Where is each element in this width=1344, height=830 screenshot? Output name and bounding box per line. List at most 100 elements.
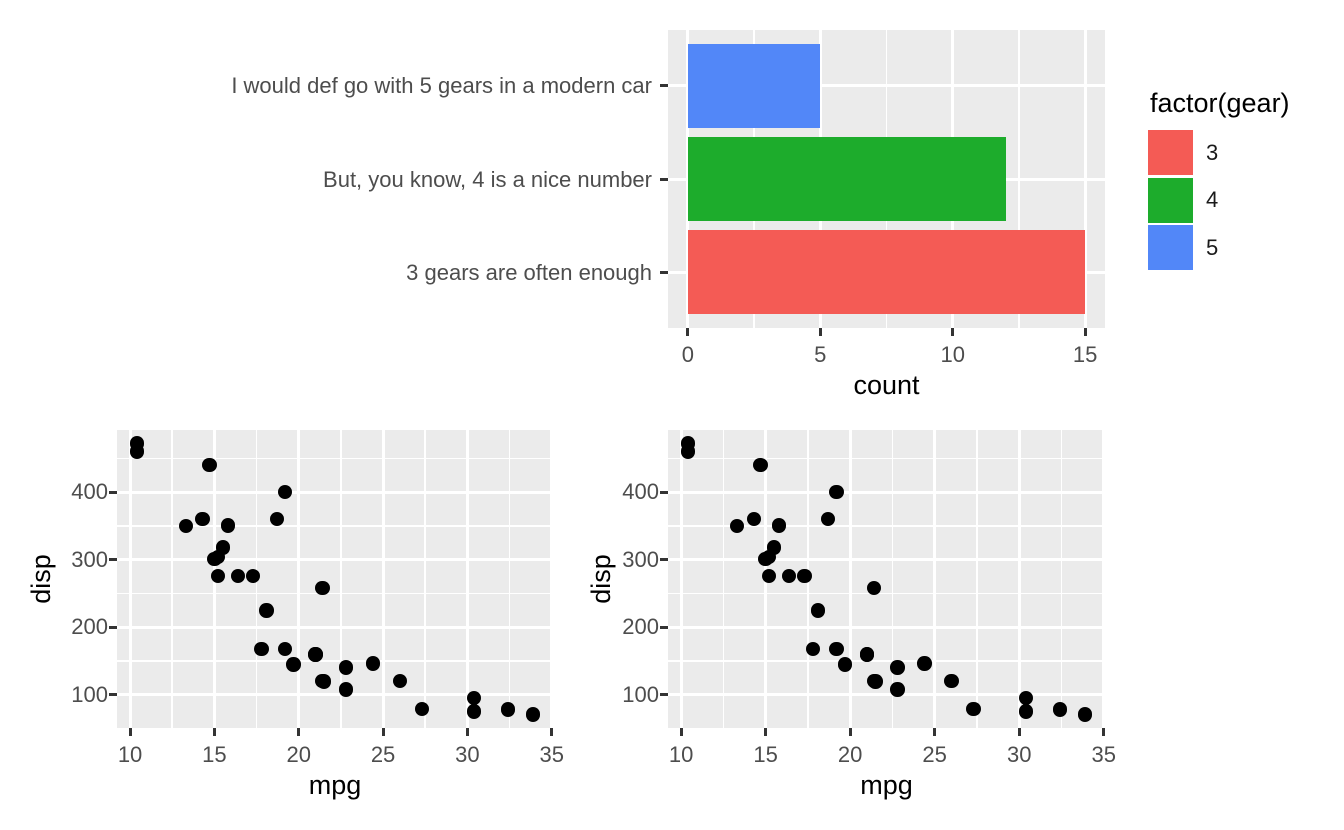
y-tick-mark <box>660 625 668 629</box>
y-tick-mark <box>660 693 668 697</box>
x-tick-mark <box>550 728 554 736</box>
gridline-major <box>550 430 554 728</box>
scatter-point <box>308 647 323 662</box>
x-tick-mark <box>1083 328 1087 336</box>
y-tick-label: 100 <box>622 681 659 707</box>
gridline-major <box>668 693 1105 697</box>
y-tick-mark <box>660 270 668 274</box>
x-tick-mark <box>848 728 852 736</box>
y-tick-mark <box>109 693 117 697</box>
scatter-point <box>829 642 844 657</box>
scatter-point <box>966 701 981 717</box>
gridline-minor <box>424 430 426 728</box>
gridline-minor <box>668 457 1105 460</box>
x-tick-label: 10 <box>668 742 694 767</box>
x-tick-label: 10 <box>940 342 965 367</box>
x-tick-label: 0 <box>681 342 694 367</box>
y-tick-mark <box>660 177 668 181</box>
gridline-major <box>668 558 1105 562</box>
gridline-major <box>117 625 553 629</box>
scatter-point <box>890 682 905 697</box>
gridline-minor <box>722 430 725 728</box>
y-tick-mark <box>109 490 117 494</box>
x-axis-title: count <box>853 370 920 400</box>
scatter-point <box>278 642 293 657</box>
scatter-point <box>245 568 261 584</box>
gridline-major <box>668 490 1105 494</box>
gridline-minor <box>171 430 173 728</box>
scatter-point <box>365 656 381 671</box>
scatter-point <box>338 660 354 675</box>
x-tick-label: 5 <box>814 342 827 367</box>
category-label: 3 gears are often enough <box>406 259 652 285</box>
x-tick-mark <box>686 328 690 336</box>
y-tick-label: 100 <box>71 681 108 707</box>
x-tick-mark <box>297 728 301 736</box>
scatter-point <box>338 682 354 697</box>
bar-gear-3 <box>687 230 1086 315</box>
y-tick-label: 400 <box>71 479 108 505</box>
x-tick-label: 20 <box>286 742 311 767</box>
scatter-point <box>466 691 482 706</box>
x-tick-label: 20 <box>837 742 863 767</box>
category-label: But, you know, 4 is a nice number <box>323 166 652 192</box>
scatter-point <box>944 674 959 689</box>
gridline-major <box>679 430 683 728</box>
y-tick-mark <box>109 625 117 629</box>
legend-title: factor(gear) <box>1150 88 1290 118</box>
y-tick-label: 200 <box>71 614 108 640</box>
scatter-point <box>782 568 797 584</box>
legend-swatch-gear-5 <box>1148 225 1193 270</box>
x-tick-label: 25 <box>370 742 396 767</box>
scatter-point <box>805 642 821 657</box>
gridline-minor <box>117 660 553 662</box>
gridline-minor <box>117 457 553 460</box>
x-tick-mark <box>951 328 955 336</box>
gridline-minor <box>1060 430 1063 728</box>
scatter-point <box>890 660 905 675</box>
gridline-major <box>668 625 1105 629</box>
x-tick-mark <box>1017 728 1021 736</box>
scatter-point <box>207 551 222 567</box>
scatter-point <box>1018 704 1034 719</box>
x-tick-mark <box>465 728 469 736</box>
scatter-point <box>392 674 408 689</box>
scatter-point <box>230 568 246 584</box>
x-tick-label: 35 <box>1091 742 1116 767</box>
scatter-point <box>829 484 844 500</box>
scatter-point <box>259 603 274 618</box>
scatter-point <box>254 642 269 657</box>
legend-swatch-gear-3 <box>1148 130 1193 175</box>
x-tick-mark <box>381 728 385 736</box>
scatter-point <box>1052 702 1067 717</box>
scatter-point <box>210 568 225 584</box>
gridline-minor <box>668 592 1105 595</box>
x-tick-mark <box>1102 728 1106 736</box>
scatter-point <box>202 457 217 473</box>
x-tick-label: 30 <box>1006 742 1032 767</box>
scatter-point <box>269 512 284 527</box>
scatter-point <box>1077 707 1093 722</box>
y-tick-label: 400 <box>622 479 659 505</box>
x-tick-label: 30 <box>455 742 480 767</box>
gridline-major <box>117 558 553 562</box>
scatter-point <box>810 603 826 618</box>
gridline-major <box>297 430 301 728</box>
x-tick-mark <box>679 728 683 736</box>
scatter-point <box>414 701 430 717</box>
x-tick-mark <box>128 728 132 736</box>
x-tick-label: 35 <box>539 742 564 767</box>
x-tick-mark <box>764 728 768 736</box>
gridline-major <box>933 430 937 728</box>
gridline-minor <box>508 430 511 728</box>
gridline-minor <box>891 430 894 728</box>
y-tick-label: 300 <box>622 546 659 572</box>
scatter-point <box>220 518 236 533</box>
scatter-point <box>466 704 482 719</box>
x-tick-label: 15 <box>753 742 778 767</box>
x-tick-label: 15 <box>202 742 227 767</box>
